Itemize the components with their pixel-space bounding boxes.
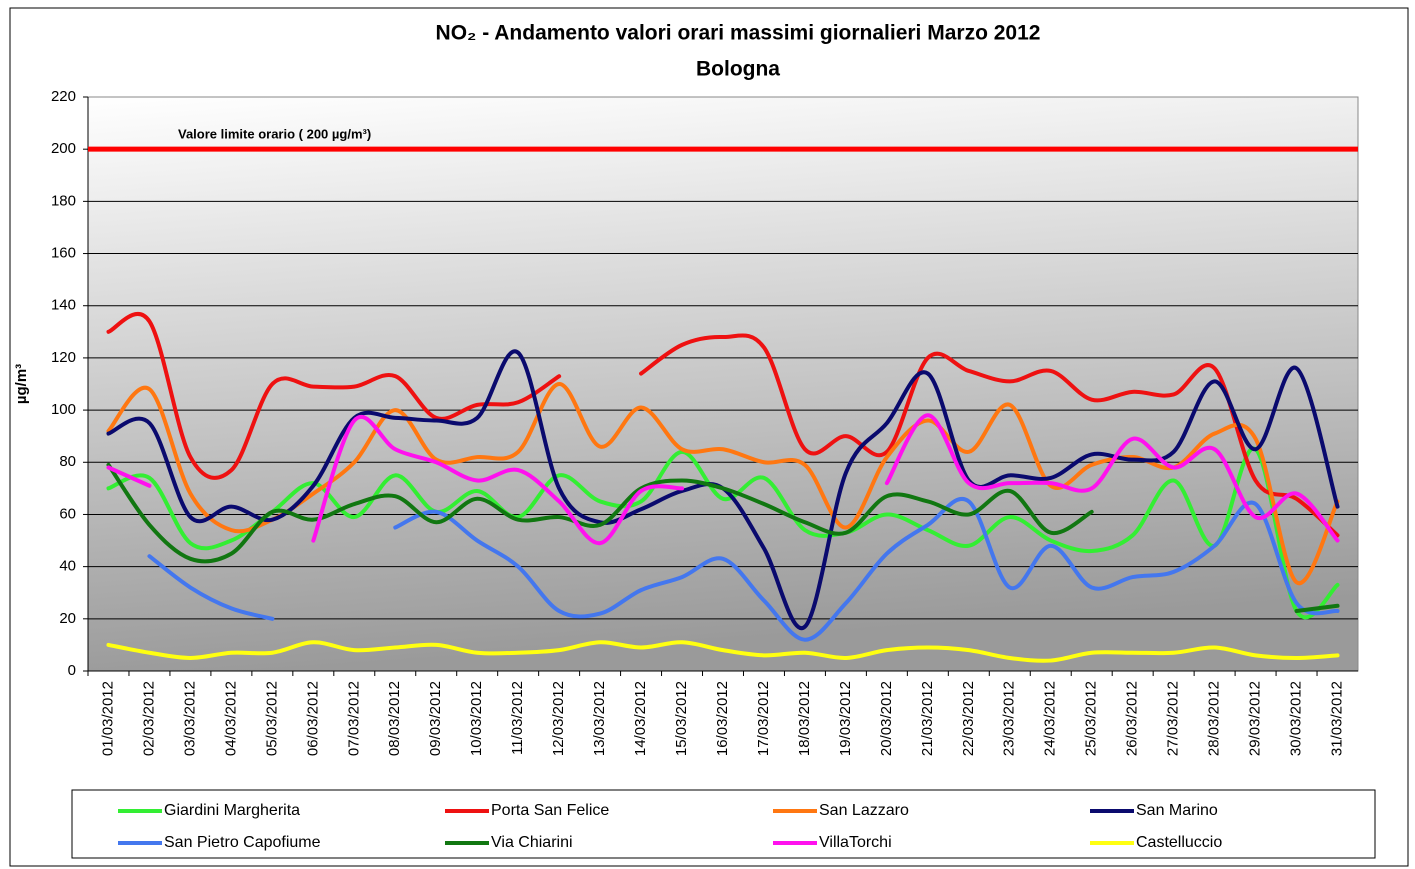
x-tick-label: 25/03/2012 (1083, 681, 1100, 756)
series-line (106, 312, 1340, 538)
x-tick-label: 07/03/2012 (345, 681, 362, 756)
y-tick-label: 220 (51, 88, 76, 105)
y-tick-label: 160 (51, 245, 76, 262)
x-tick-label: 18/03/2012 (796, 681, 813, 756)
x-tick-label: 03/03/2012 (181, 681, 198, 756)
legend-text: Giardini Margherita (164, 802, 300, 819)
x-tick-label: 30/03/2012 (1288, 681, 1305, 756)
x-tick-label: 20/03/2012 (878, 681, 895, 756)
x-tick-label: 28/03/2012 (1206, 681, 1223, 756)
x-tick-label: 31/03/2012 (1328, 681, 1345, 756)
x-tick-label: 24/03/2012 (1042, 681, 1059, 756)
y-tick-label: 60 (59, 505, 76, 522)
y-tick-label: 100 (51, 401, 76, 418)
series-line (106, 640, 1340, 663)
chart-title: NO₂ - Andamento valori orari massimi gio… (436, 22, 1041, 45)
x-tick-label: 12/03/2012 (550, 681, 567, 756)
y-tick-label: 80 (59, 453, 76, 470)
x-tick-label: 29/03/2012 (1247, 681, 1264, 756)
x-tick-label: 21/03/2012 (919, 681, 936, 756)
legend-text: Via Chiarini (491, 834, 573, 851)
x-tick-label: 23/03/2012 (1001, 681, 1018, 756)
legend-text: VillaTorchi (819, 834, 892, 851)
x-tick-label: 26/03/2012 (1124, 681, 1141, 756)
plot-area (87, 96, 1359, 672)
x-tick-label: 22/03/2012 (960, 681, 977, 756)
legend-text: Porta San Felice (491, 802, 609, 819)
y-tick-label: 40 (59, 558, 76, 575)
legend-text: San Lazzaro (819, 802, 909, 819)
x-tick-label: 05/03/2012 (263, 681, 280, 756)
x-tick-label: 08/03/2012 (386, 681, 403, 756)
y-tick-label: 0 (68, 662, 76, 679)
legend-text: San Pietro Capofiume (164, 834, 321, 851)
x-tick-label: 10/03/2012 (468, 681, 485, 756)
x-tick-label: 13/03/2012 (591, 681, 608, 756)
legend-text: Castelluccio (1136, 834, 1222, 851)
x-tick-label: 14/03/2012 (632, 681, 649, 756)
y-axis-label: µg/m³ (13, 364, 30, 404)
legend (71, 789, 1376, 859)
x-tick-label: 27/03/2012 (1165, 681, 1182, 756)
limit-label: Valore limite orario ( 200 µg/m³) (178, 127, 371, 142)
series-line (147, 497, 1340, 642)
x-tick-label: 15/03/2012 (673, 681, 690, 756)
series-line (106, 349, 1340, 631)
x-tick-label: 09/03/2012 (427, 681, 444, 756)
x-tick-label: 19/03/2012 (837, 681, 854, 756)
x-tick-label: 02/03/2012 (140, 681, 157, 756)
x-tick-label: 01/03/2012 (99, 681, 116, 756)
x-tick-label: 06/03/2012 (304, 681, 321, 756)
y-tick-label: 20 (59, 610, 76, 627)
x-tick-label: 16/03/2012 (714, 681, 731, 756)
y-tick-label: 120 (51, 349, 76, 366)
y-tick-label: 200 (51, 140, 76, 157)
series-line (106, 462, 1340, 613)
legend-text: San Marino (1136, 802, 1218, 819)
x-tick-label: 11/03/2012 (509, 681, 526, 755)
x-tick-label: 17/03/2012 (755, 681, 772, 756)
y-tick-label: 180 (51, 192, 76, 209)
chart-subtitle: Bologna (696, 58, 780, 81)
series-line (106, 413, 1340, 546)
y-tick-label: 140 (51, 297, 76, 314)
x-tick-label: 04/03/2012 (222, 681, 239, 756)
